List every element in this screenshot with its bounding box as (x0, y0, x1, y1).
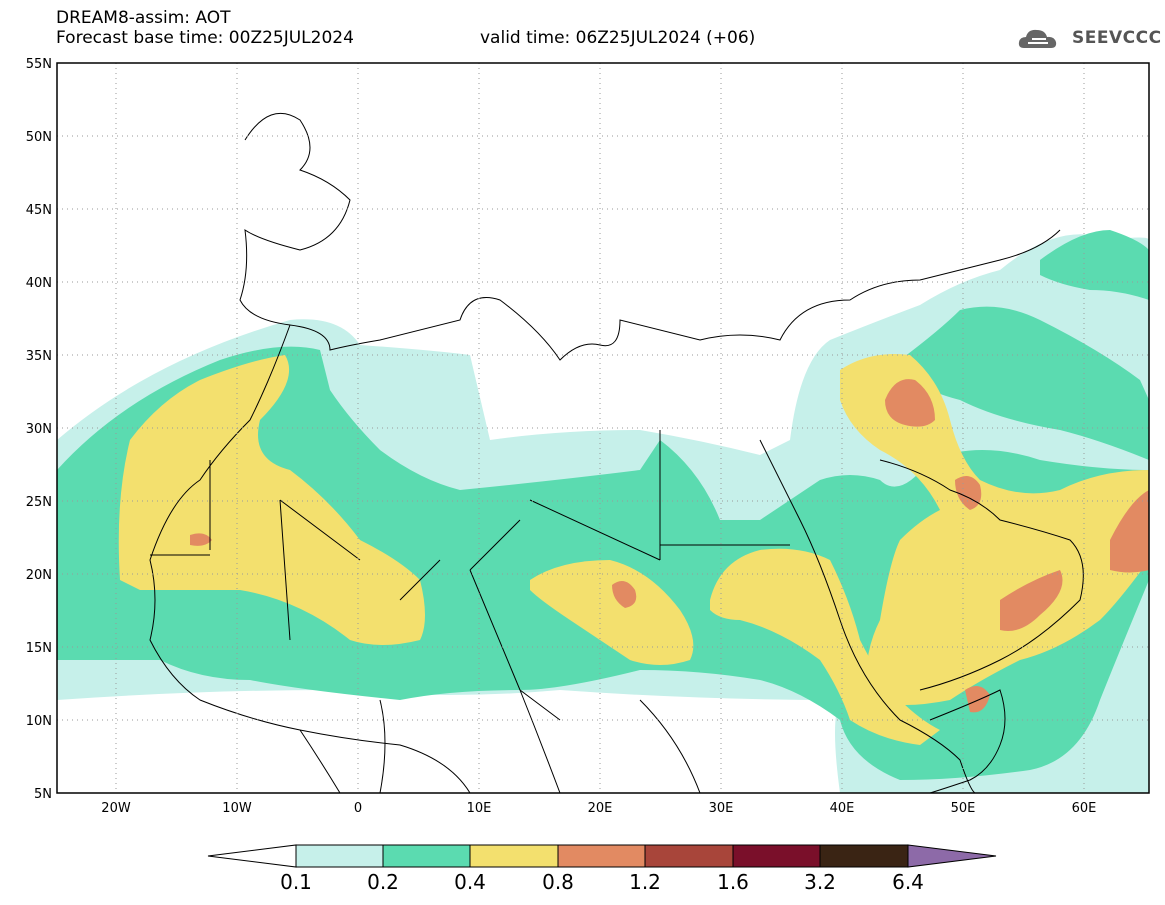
lat-tick-label: 15N (26, 641, 52, 656)
colorbar-label: 0.4 (454, 870, 486, 894)
lon-tick-label: 40E (830, 801, 855, 816)
forecast-base-time: Forecast base time: 00Z25JUL2024 (56, 28, 354, 48)
lat-tick-label: 5N (34, 787, 52, 802)
lon-tick-label: 10W (222, 801, 252, 816)
aot-level-4-area (965, 686, 990, 713)
colorbar-label: 0.1 (280, 870, 312, 894)
colorbar-high-arrow (907, 844, 997, 868)
lon-tick-label: 50E (951, 801, 976, 816)
aot-level-4-area (955, 476, 982, 510)
lon-axis: 20W 10W 0 10E 20E 30E 40E 50E 60E (101, 801, 1096, 816)
colorbar-label: 1.2 (629, 870, 661, 894)
lat-tick-label: 45N (26, 203, 52, 218)
lon-tick-label: 0 (354, 801, 362, 816)
lon-tick-label: 10E (467, 801, 492, 816)
lon-tick-label: 20E (588, 801, 613, 816)
lon-tick-label: 20W (101, 801, 131, 816)
colorbar-swatch (644, 844, 734, 868)
colorbar-low-arrow (207, 844, 297, 868)
aot-level-4-area (612, 581, 637, 608)
colorbar-label: 6.4 (892, 870, 924, 894)
colorbar-swatch (819, 844, 909, 868)
lat-tick-label: 50N (26, 130, 52, 145)
cloud-icon (1018, 29, 1057, 48)
aot-level-4-area (885, 379, 935, 427)
colorbar-swatch (382, 844, 471, 868)
logo-text: SEEVCCC (1072, 28, 1162, 48)
colorbar-swatch (732, 844, 821, 868)
coastlines (149, 112, 1084, 793)
colorbar-swatch (469, 844, 559, 868)
aot-contours (57, 230, 1149, 793)
aot-level-3-area (118, 355, 425, 645)
grid (57, 63, 1149, 793)
aot-level-3-area (530, 560, 694, 665)
colorbar (207, 844, 997, 868)
lat-axis: 5N 10N 15N 20N 25N 30N 35N 40N 45N 50N 5… (26, 57, 52, 802)
aot-level-2-area (900, 306, 1149, 460)
colorbar-label: 0.2 (367, 870, 399, 894)
lon-tick-label: 60E (1072, 801, 1097, 816)
colorbar-label: 3.2 (804, 870, 836, 894)
valid-time: valid time: 06Z25JUL2024 (+06) (480, 28, 756, 48)
aot-level-4-area (1000, 570, 1063, 631)
aot-level-3-area (840, 354, 1149, 705)
colorbar-label: 1.6 (717, 870, 749, 894)
lat-tick-label: 40N (26, 276, 52, 291)
colorbar-swatch (557, 844, 646, 868)
lat-tick-label: 20N (26, 568, 52, 583)
lat-tick-label: 10N (26, 714, 52, 729)
aot-level-4-area (190, 533, 212, 546)
colorbar-label: 0.8 (542, 870, 574, 894)
lon-tick-label: 30E (709, 801, 734, 816)
map-title: DREAM8-assim: AOT (56, 8, 231, 28)
lat-tick-label: 25N (26, 495, 52, 510)
aot-level-4-area (1110, 490, 1149, 573)
lat-tick-label: 30N (26, 422, 52, 437)
lat-tick-label: 35N (26, 349, 52, 364)
lat-tick-label: 55N (26, 57, 52, 72)
map-frame (56, 62, 1150, 794)
colorbar-swatch (295, 844, 384, 868)
